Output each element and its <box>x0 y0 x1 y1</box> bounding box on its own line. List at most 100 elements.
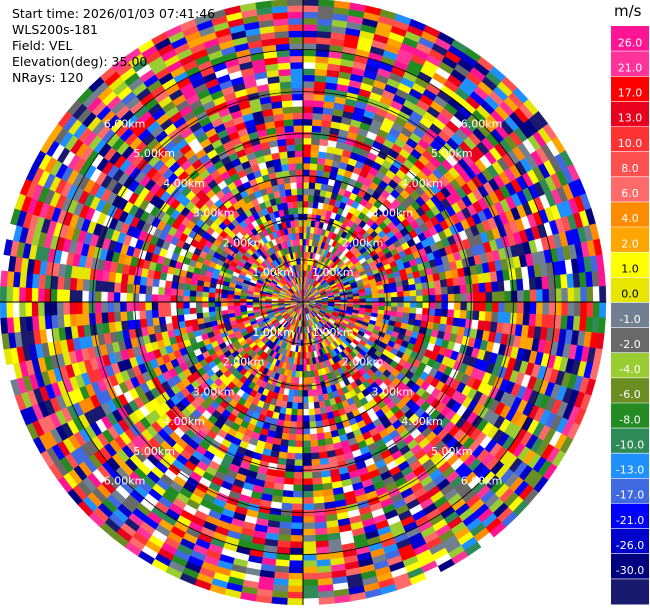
velocity-cell <box>290 534 304 543</box>
velocity-cell <box>292 497 304 505</box>
velocity-cell <box>302 106 314 114</box>
velocity-cell <box>278 451 288 460</box>
velocity-cell <box>314 182 323 191</box>
velocity-cell <box>439 316 448 325</box>
velocity-cell <box>459 310 468 320</box>
velocity-cell <box>287 591 304 599</box>
velocity-cell <box>302 390 309 397</box>
velocity-cell <box>100 301 108 313</box>
velocity-cell <box>176 288 184 296</box>
velocity-cell <box>314 413 323 422</box>
velocity-cell <box>302 585 319 593</box>
velocity-cell <box>302 213 308 221</box>
velocity-cell <box>484 281 493 293</box>
velocity-cell <box>183 313 192 322</box>
velocity-cell <box>302 181 310 189</box>
velocity-cell <box>308 181 316 190</box>
velocity-cell <box>18 301 26 318</box>
velocity-cell <box>88 312 97 325</box>
velocity-cell <box>295 440 304 448</box>
velocity-cell <box>75 301 83 315</box>
velocity-cell <box>151 285 159 295</box>
velocity-cell <box>308 402 315 410</box>
velocity-cell <box>287 579 304 587</box>
velocity-cell <box>189 289 197 297</box>
velocity-cell <box>132 283 141 294</box>
velocity-cell <box>302 566 318 574</box>
velocity-cell <box>309 163 318 171</box>
velocity-cell <box>529 301 537 315</box>
velocity-cell <box>281 432 290 441</box>
velocity-cell <box>415 289 424 297</box>
velocity-cell <box>302 459 312 467</box>
velocity-cell <box>504 290 512 303</box>
velocity-cell <box>302 408 310 416</box>
velocity-cell <box>113 311 122 323</box>
velocity-cell <box>302 572 318 581</box>
velocity-cell <box>314 534 329 542</box>
velocity-cell <box>422 295 430 303</box>
velocity-cell <box>182 295 190 303</box>
velocity-cell <box>113 281 122 293</box>
velocity-cell <box>208 310 216 318</box>
velocity-cell <box>302 175 310 183</box>
velocity-cell <box>453 309 461 319</box>
velocity-cell <box>316 432 325 441</box>
velocity-cell <box>307 207 314 215</box>
velocity-cell <box>50 301 58 316</box>
velocity-cell <box>296 421 304 429</box>
velocity-cell <box>119 301 127 312</box>
velocity-cell <box>397 296 405 303</box>
velocity-cell <box>416 301 424 309</box>
velocity-cell <box>302 232 307 240</box>
velocity-cell <box>302 541 317 549</box>
velocity-cell <box>286 446 296 454</box>
velocity-cell <box>101 280 109 293</box>
velocity-cell <box>302 137 312 145</box>
velocity-cell <box>107 311 115 323</box>
velocity-cell <box>302 61 316 70</box>
velocity-cell <box>157 286 166 295</box>
velocity-cell <box>409 295 417 303</box>
velocity-cell <box>302 55 317 63</box>
velocity-cell <box>201 301 209 308</box>
velocity-cell <box>528 277 537 291</box>
velocity-cell <box>312 118 323 127</box>
velocity-cell <box>294 446 304 454</box>
velocity-cell <box>75 313 84 327</box>
velocity-cell <box>293 471 304 480</box>
velocity-cell <box>302 434 311 442</box>
velocity-cell <box>302 5 319 13</box>
velocity-cell <box>101 311 109 324</box>
velocity-cell <box>138 310 147 320</box>
velocity-cell <box>145 317 154 327</box>
velocity-cell <box>509 312 518 325</box>
velocity-cell <box>302 125 313 133</box>
velocity-cell <box>542 301 550 316</box>
velocity-cell <box>454 301 462 311</box>
velocity-cell <box>567 301 575 317</box>
velocity-cell <box>409 289 417 297</box>
velocity-cell <box>296 408 304 416</box>
velocity-cell <box>214 306 222 312</box>
velocity-cell <box>447 285 455 295</box>
velocity-cell <box>314 527 328 536</box>
velocity-cell <box>227 305 235 311</box>
velocity-cell <box>447 301 455 311</box>
velocity-cell <box>497 280 505 293</box>
velocity-cell <box>311 382 318 391</box>
velocity-cell <box>176 308 184 316</box>
velocity-cell <box>447 309 455 319</box>
velocity-cell <box>208 291 216 298</box>
velocity-cell <box>554 301 563 316</box>
velocity-cell <box>170 287 178 296</box>
velocity-cell <box>37 301 45 317</box>
velocity-cell <box>312 106 324 114</box>
velocity-cell <box>384 301 392 307</box>
velocity-cell <box>573 301 582 317</box>
velocity-cell <box>18 286 26 303</box>
velocity-cell <box>478 282 487 293</box>
velocity-cell <box>293 478 304 486</box>
velocity-cell <box>195 296 203 303</box>
velocity-cell <box>307 213 313 221</box>
